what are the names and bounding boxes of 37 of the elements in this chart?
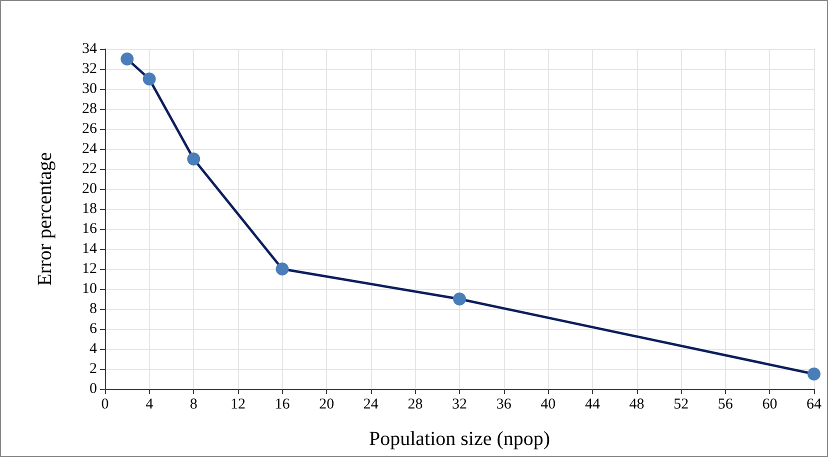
- x-tick-label: 8: [190, 396, 198, 412]
- x-tick-label: 52: [674, 396, 689, 412]
- x-tick-label: 24: [363, 396, 379, 412]
- y-tick-label: 32: [82, 61, 97, 77]
- y-tick-label: 24: [82, 141, 98, 157]
- x-tick-label: 4: [146, 396, 154, 412]
- y-axis-title: Error percentage: [34, 152, 56, 286]
- y-tick-label: 14: [82, 241, 98, 257]
- y-tick-label: 28: [82, 101, 97, 117]
- y-tick-label: 26: [82, 121, 98, 137]
- x-tick-label: 0: [101, 396, 109, 412]
- y-tick-label: 18: [82, 201, 97, 217]
- x-tick-label: 40: [540, 396, 556, 412]
- x-tick-label: 16: [274, 396, 290, 412]
- x-tick-label: 44: [584, 396, 600, 412]
- y-tick-label: 6: [90, 321, 98, 337]
- y-tick-label: 10: [82, 281, 97, 297]
- y-tick-label: 16: [82, 221, 98, 237]
- x-tick-label: 36: [496, 396, 512, 412]
- y-tick-label: 22: [82, 161, 97, 177]
- x-tick-label: 20: [319, 396, 334, 412]
- x-tick-label: 28: [408, 396, 423, 412]
- x-tick-label: 56: [718, 396, 734, 412]
- y-tick-label: 12: [82, 261, 97, 277]
- x-tick-label: 48: [629, 396, 644, 412]
- x-axis-title: Population size (npop): [368, 428, 550, 450]
- x-tick-label: 32: [452, 396, 467, 412]
- y-tick-label: 2: [90, 361, 97, 377]
- y-tick-label: 8: [90, 301, 97, 317]
- x-tick-label: 64: [806, 396, 822, 412]
- y-tick-label: 0: [90, 381, 97, 397]
- x-tick-label: 12: [230, 396, 246, 412]
- y-tick-label: 30: [82, 81, 97, 97]
- y-tick-label: 34: [82, 41, 98, 57]
- y-tick-label: 20: [82, 181, 97, 197]
- x-tick-label: 60: [762, 396, 778, 412]
- y-tick-label: 4: [90, 341, 98, 357]
